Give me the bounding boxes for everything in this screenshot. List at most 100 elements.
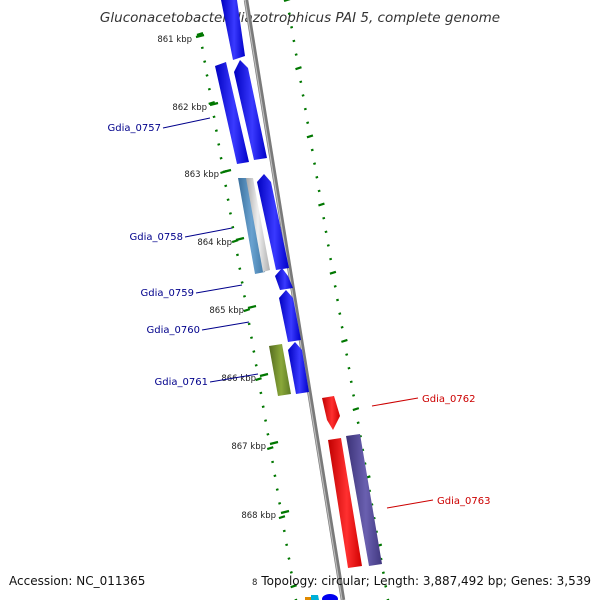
gene-feature-gdia-0757 <box>215 62 249 164</box>
tick-dot <box>207 87 211 91</box>
genome-info-label: Topology: circular; Length: 3,887,492 bp… <box>261 574 591 588</box>
tick-dot <box>356 421 360 425</box>
tick-dot <box>250 336 254 340</box>
gene-label-gdia-0759[interactable]: Gdia_0759 <box>141 288 194 299</box>
tick-dot <box>318 202 325 207</box>
tick-dot <box>290 25 294 29</box>
tick-label: 863 kbp <box>184 170 219 180</box>
tick-dot <box>273 474 277 478</box>
tick-dot <box>292 39 296 43</box>
tick-dot <box>285 543 289 547</box>
tick-dot <box>283 0 291 3</box>
tick-dot <box>264 419 268 422</box>
backbone <box>243 0 346 600</box>
gene-feature-gdia-0761 <box>269 344 291 396</box>
tick-dot <box>266 433 270 436</box>
gene-feature-bottom-orange <box>305 597 312 600</box>
tick-label: 866 kbp <box>221 374 256 384</box>
tick-dot <box>349 380 353 384</box>
tick-dot <box>299 80 303 84</box>
gene-feature-fwd-1 <box>234 60 267 160</box>
tick-dot <box>271 460 275 464</box>
tick-dot <box>217 143 221 146</box>
tick-label: 868 kbp <box>241 511 276 521</box>
gene-features <box>215 0 382 600</box>
tick-dot <box>238 267 242 271</box>
tick-dot <box>228 212 232 215</box>
tick-dot <box>242 294 246 298</box>
tick-label: 864 kbp <box>197 238 232 248</box>
tick-dot <box>255 377 262 382</box>
tick-dot <box>381 571 385 575</box>
gene-label-gdia-0757[interactable]: Gdia_0757 <box>108 123 161 134</box>
tick-dot <box>208 101 216 106</box>
tick-dot <box>306 134 314 139</box>
gene-label-gdia-0761[interactable]: Gdia_0761 <box>155 377 208 388</box>
label-leader-lines <box>162 117 434 509</box>
tick-dot <box>240 281 244 284</box>
tick-dot <box>282 529 286 533</box>
accession-label: Accession: NC_011365 <box>9 574 146 588</box>
tick-dot <box>275 488 279 491</box>
gene-feature-slate <box>346 434 382 566</box>
map-title: Gluconacetobacter diazotrophicus PAI 5, … <box>99 10 501 26</box>
gene-feature-gdia-0760 <box>279 290 301 342</box>
tick-label: 865 kbp <box>209 306 244 316</box>
tick-dot <box>243 308 251 313</box>
tick-dot <box>313 162 317 165</box>
tick-dot <box>212 115 216 119</box>
gene-feature-gdia-0763 <box>328 438 362 568</box>
tick-label-partial: 8 <box>252 578 257 588</box>
tick-dot <box>329 257 333 261</box>
tick-marks <box>195 33 290 515</box>
gene-feature-gdia-0762 <box>322 396 340 430</box>
tick-dot <box>384 585 388 588</box>
tick-dot <box>352 407 360 412</box>
tick-dot <box>200 46 204 50</box>
tick-dot <box>203 60 207 63</box>
tick-dot <box>338 312 342 315</box>
tick-dot <box>252 350 256 353</box>
tick-dot <box>329 270 337 275</box>
tick-dot <box>278 502 282 505</box>
tick-dot <box>352 394 356 397</box>
tick-dot <box>247 322 251 326</box>
tick-dot <box>301 94 305 97</box>
gene-label-gdia-0758[interactable]: Gdia_0758 <box>130 232 183 243</box>
tick-dot <box>254 363 258 367</box>
tick-dot <box>266 446 274 451</box>
gene-feature-fwd-3 <box>288 342 309 394</box>
tick-dot <box>317 189 321 193</box>
tick-dot <box>340 325 344 329</box>
tick-dot <box>341 338 348 343</box>
tick-dot <box>231 225 235 229</box>
tick-dot <box>333 285 337 288</box>
tick-dot <box>322 216 326 220</box>
tick-dot <box>324 230 328 234</box>
tick-dot <box>287 557 291 560</box>
tick-dot <box>335 298 340 302</box>
gene-label-gdia-0763[interactable]: Gdia_0763 <box>437 496 490 507</box>
tick-dot <box>278 515 286 520</box>
tick-dot <box>196 31 204 37</box>
tick-dot <box>219 156 223 160</box>
gene-feature-grey <box>246 178 270 272</box>
tick-dot <box>303 107 307 111</box>
gene-feature-bottom-blue <box>322 594 338 600</box>
tick-dot <box>224 184 228 188</box>
tick-dot <box>290 584 297 589</box>
gene-label-gdia-0762[interactable]: Gdia_0762 <box>422 394 475 405</box>
tick-labels: 861 kbp 862 kbp 863 kbp 864 kbp 865 kbp … <box>157 35 276 588</box>
tick-dot <box>235 253 239 257</box>
tick-dot <box>287 12 291 15</box>
tick-dot <box>306 121 310 125</box>
tick-dot <box>214 129 218 132</box>
tick-dot <box>289 571 293 574</box>
tick-label: 867 kbp <box>231 442 266 452</box>
tick-label: 861 kbp <box>157 35 192 45</box>
tick-dot <box>294 53 298 56</box>
tick-label: 862 kbp <box>172 103 207 113</box>
tick-dot <box>205 74 209 77</box>
gene-label-gdia-0760[interactable]: Gdia_0760 <box>147 325 200 336</box>
gene-feature-gdia-0759 <box>275 268 293 290</box>
